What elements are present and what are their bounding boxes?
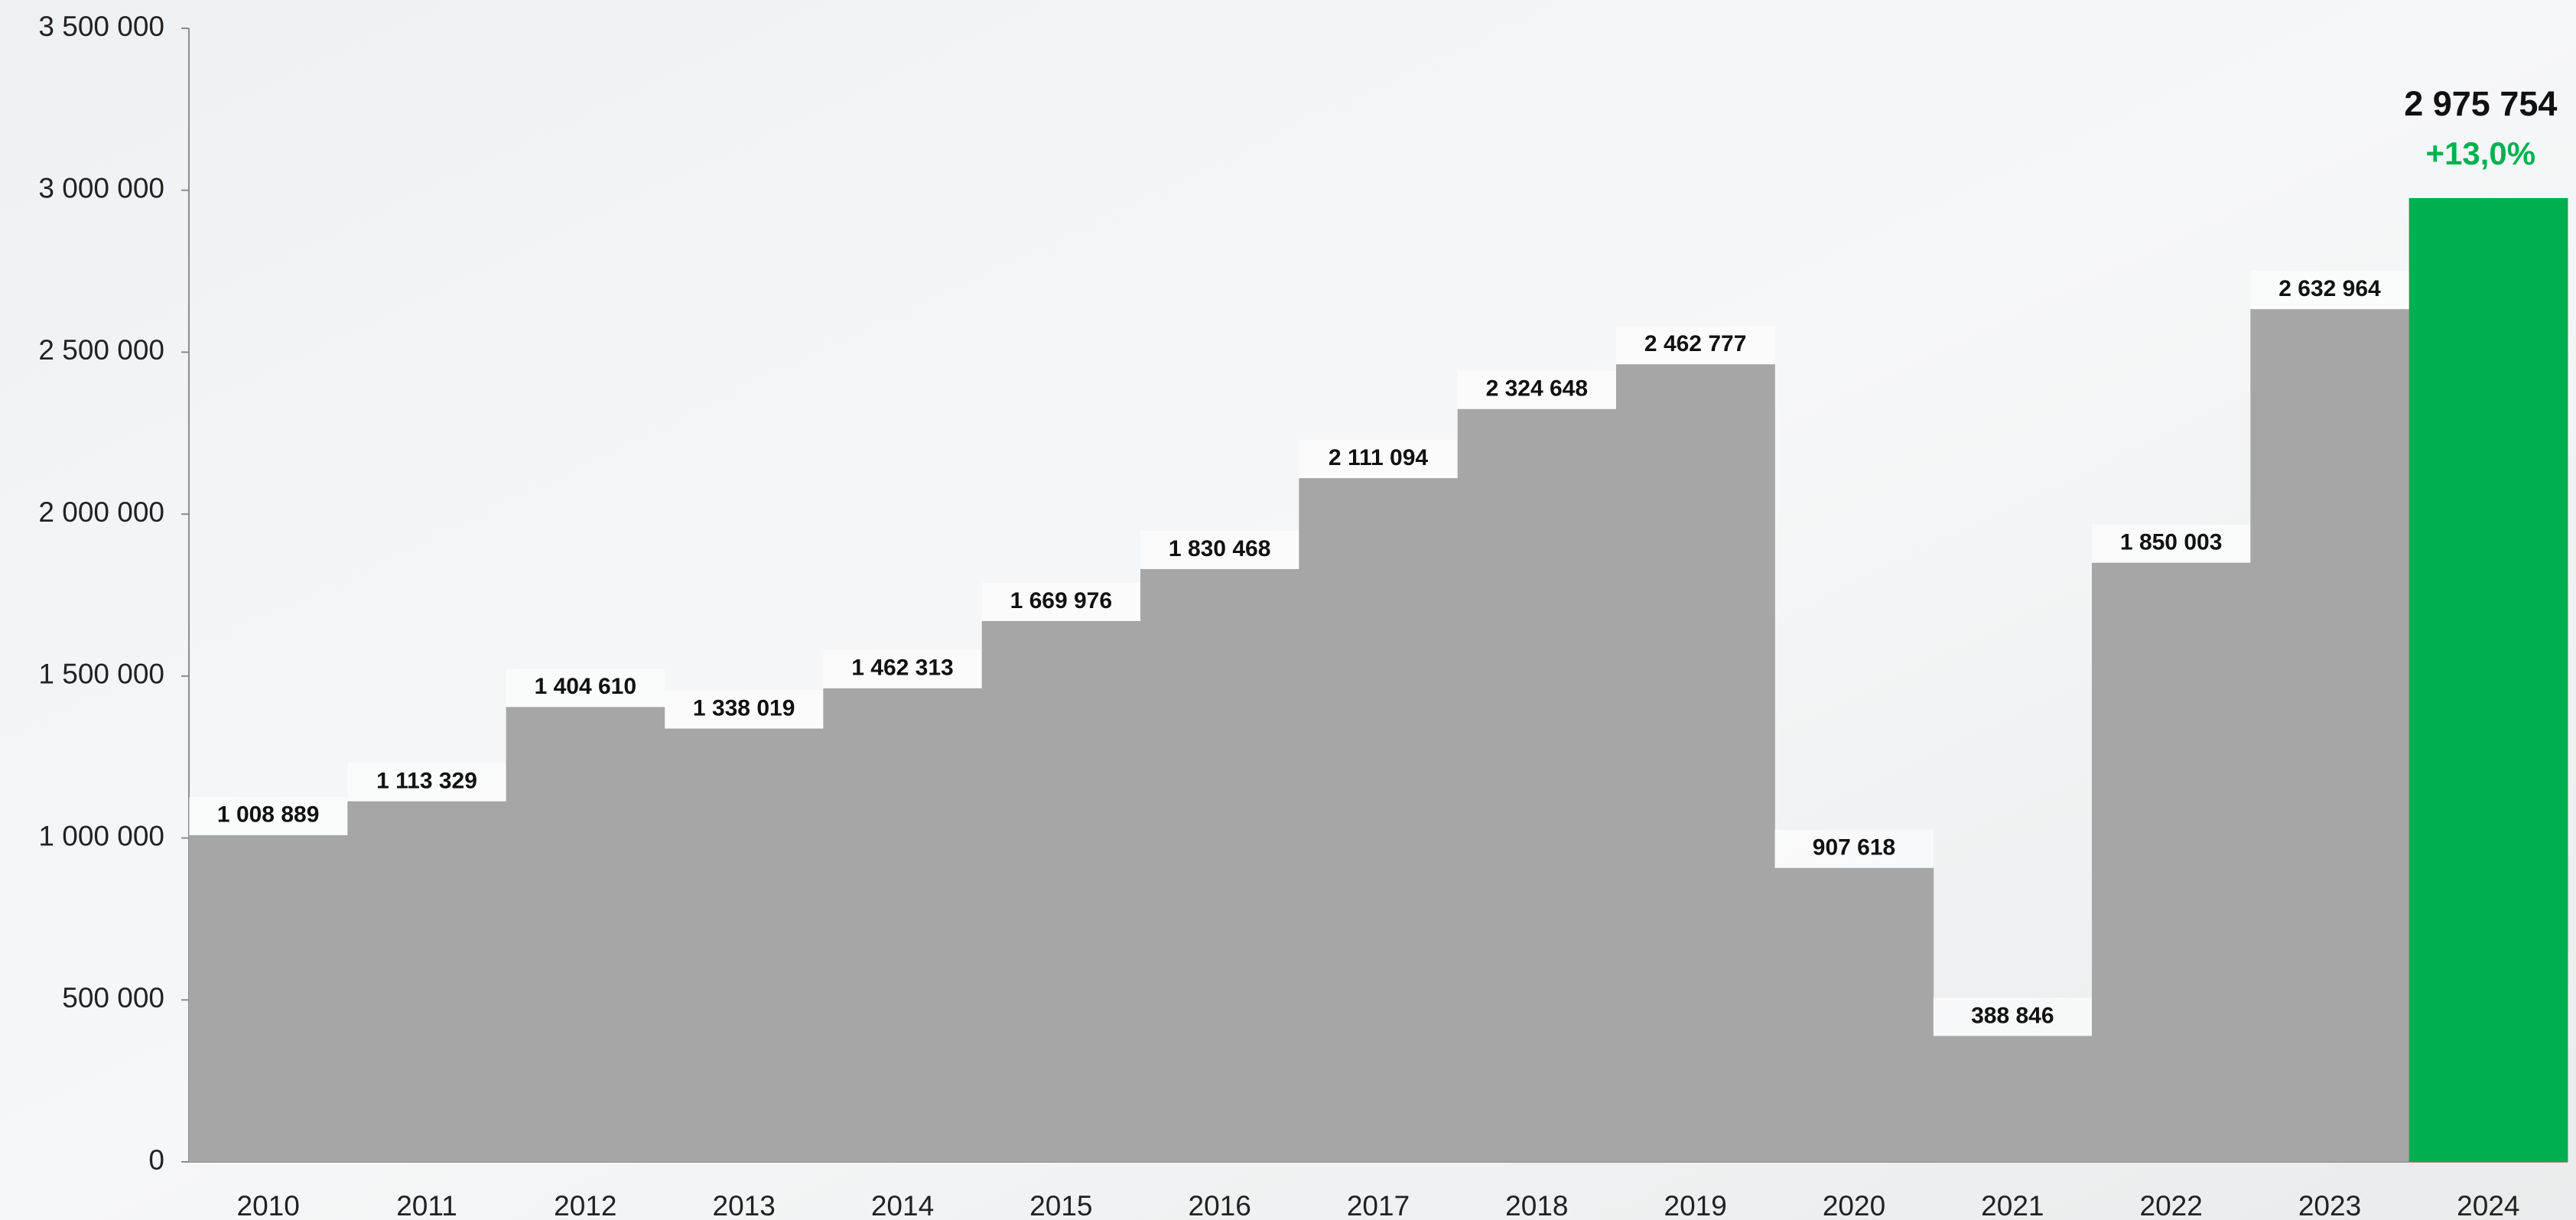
label-box [665,690,824,729]
y-tick-label: 2 500 000 [38,334,164,366]
x-tick-label: 2024 [2457,1190,2519,1220]
x-tick-label: 2019 [1664,1190,1727,1220]
x-tick-label: 2012 [554,1190,616,1220]
bar [1774,867,1934,1162]
bar [506,707,665,1162]
value-label: 1 850 003 [2120,530,2222,555]
label-box [1774,829,1934,868]
value-label: 1 338 019 [693,695,795,721]
bar [347,801,507,1162]
label-box [1616,326,1775,365]
value-label: 1 113 329 [376,769,477,794]
label-box [2092,524,2251,563]
bar [823,688,983,1162]
y-tick-label: 500 000 [62,982,164,1013]
bar [1933,1036,2093,1162]
y-tick-label: 1 500 000 [38,659,164,690]
value-label: 1 404 610 [535,674,636,699]
y-tick-label: 0 [148,1144,164,1176]
x-tick-label: 2015 [1029,1190,1092,1220]
value-label: 2 462 777 [1644,331,1746,356]
bar [2092,562,2251,1162]
value-label: 1 462 313 [851,656,953,681]
x-tick-label: 2021 [1981,1190,2044,1220]
x-tick-label: 2020 [1823,1190,1885,1220]
bar [1140,568,1299,1162]
value-label: 1 008 889 [217,802,319,828]
value-label: 2 632 964 [2278,276,2381,301]
label-box [2250,271,2409,310]
y-tick-label: 3 000 000 [38,172,164,203]
y-tick-label: 1 000 000 [38,820,164,851]
bar [981,620,1141,1162]
x-tick-label: 2018 [1505,1190,1568,1220]
x-tick-label: 2017 [1347,1190,1410,1220]
bar [1616,364,1775,1163]
x-tick-label: 2023 [2298,1190,2361,1220]
value-label: 907 618 [1813,835,1895,861]
value-label: 2 111 094 [1329,445,1428,470]
label-box [189,796,348,835]
label-box [1457,370,1616,409]
x-tick-label: 2022 [2140,1190,2203,1220]
bar [665,728,824,1162]
x-tick-label: 2013 [713,1190,776,1220]
x-tick-label: 2016 [1189,1190,1251,1220]
bar [1299,478,1459,1162]
value-label: 1 830 468 [1169,536,1270,561]
value-label: 1 669 976 [1010,588,1112,613]
bar [189,834,348,1162]
bar [2250,309,2410,1162]
label-box [823,649,982,688]
label-box [981,582,1140,621]
x-tick-label: 2010 [237,1190,300,1220]
label-box [1299,440,1458,479]
label-box [506,669,665,708]
y-tick-label: 3 500 000 [38,11,164,42]
x-tick-label: 2011 [396,1190,457,1220]
bar [1457,408,1617,1162]
y-tick-label: 2 000 000 [38,496,164,528]
value-label: 2 975 754 [2404,84,2557,123]
x-tick-label: 2014 [871,1190,934,1220]
label-box [347,763,506,802]
value-label: 388 846 [1971,1003,2054,1028]
label-box [1140,530,1299,569]
label-box [1933,997,2092,1036]
bar [2408,197,2568,1163]
value-label: 2 324 648 [1486,376,1588,402]
annotation: +13,0% [2426,135,2536,171]
